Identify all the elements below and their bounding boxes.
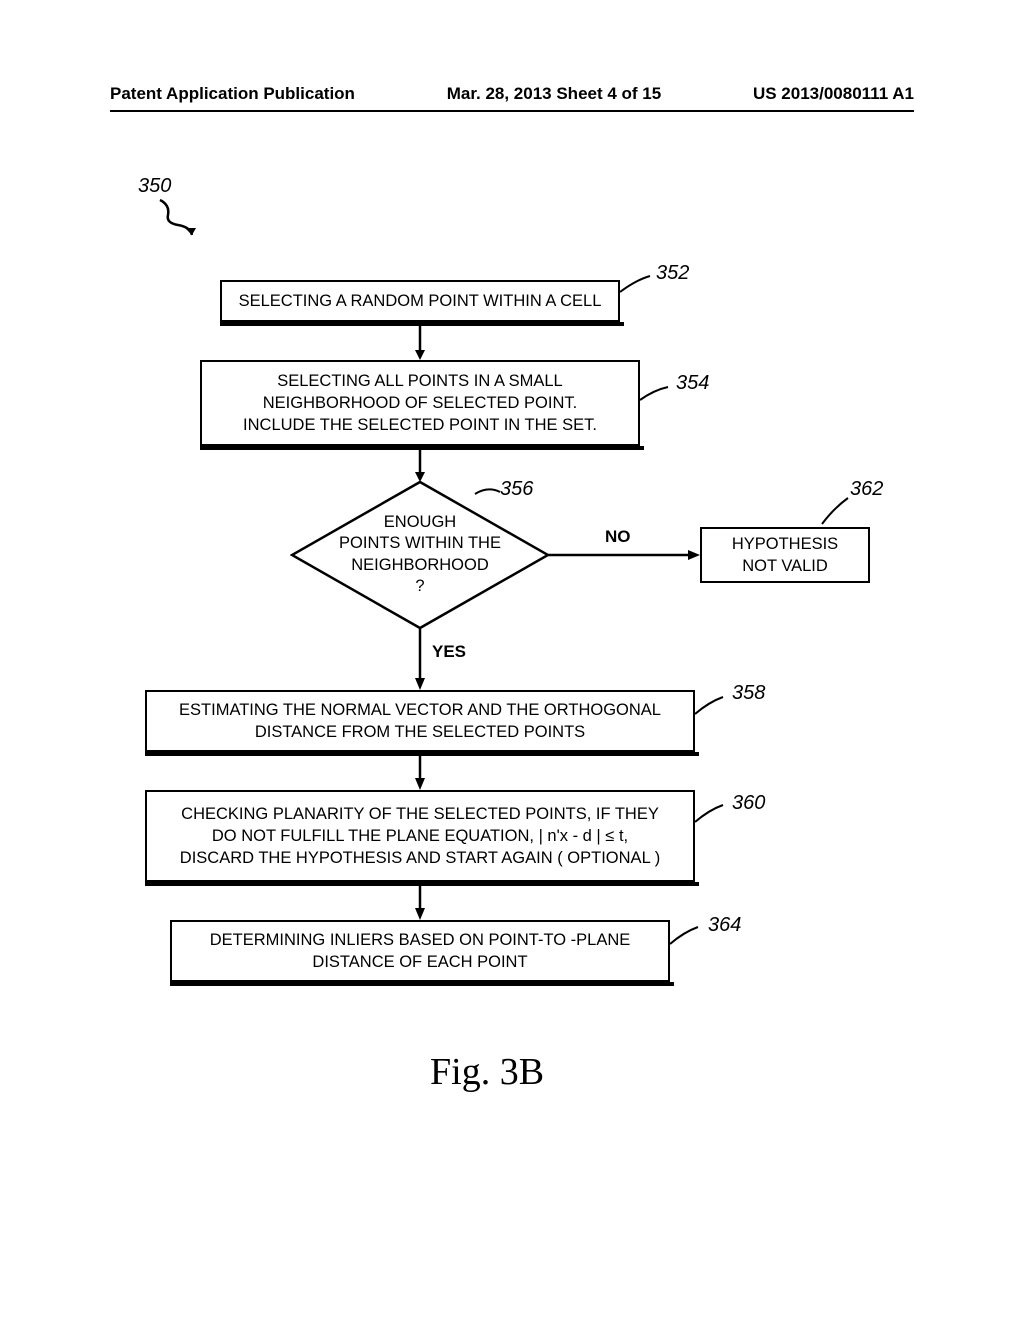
label-yes: YES [432, 642, 466, 662]
header-left: Patent Application Publication [110, 84, 355, 104]
box-364: DETERMINING INLIERS BASED ON POINT-TO -P… [170, 920, 670, 982]
arrow-354-356 [415, 446, 425, 484]
diamond-356: ENOUGH POINTS WITHIN THE NEIGHBORHOOD ? [290, 480, 550, 630]
ref-356: 356 [500, 478, 533, 501]
arrow-356-358 [415, 628, 425, 692]
leader-358 [693, 692, 735, 718]
shadow-364 [170, 982, 674, 986]
box-352-text: SELECTING A RANDOM POINT WITHIN A CELL [239, 290, 602, 312]
diamond-356-text: ENOUGH POINTS WITHIN THE NEIGHBORHOOD ? [290, 512, 550, 598]
label-no: NO [605, 527, 631, 547]
ref-352: 352 [656, 262, 689, 285]
box-354-text: SELECTING ALL POINTS IN A SMALL NEIGHBOR… [243, 370, 597, 437]
ref-360: 360 [732, 792, 765, 815]
patent-page: Patent Application Publication Mar. 28, … [0, 0, 1024, 1320]
ref-350-leader [150, 195, 210, 245]
arrow-352-354 [415, 322, 425, 362]
ref-362: 362 [850, 478, 883, 501]
box-362: HYPOTHESIS NOT VALID [700, 527, 870, 583]
arrow-356-362 [548, 550, 703, 560]
leader-360 [693, 800, 735, 826]
ref-358: 358 [732, 682, 765, 705]
figure-caption: Fig. 3B [430, 1050, 544, 1094]
box-362-text: HYPOTHESIS NOT VALID [732, 533, 838, 578]
box-358: ESTIMATING THE NORMAL VECTOR AND THE ORT… [145, 690, 695, 752]
arrow-360-364 [415, 882, 425, 922]
leader-354 [638, 382, 680, 408]
box-352: SELECTING A RANDOM POINT WITHIN A CELL [220, 280, 620, 322]
box-360: CHECKING PLANARITY OF THE SELECTED POINT… [145, 790, 695, 882]
ref-364: 364 [708, 914, 741, 937]
ref-354: 354 [676, 372, 709, 395]
header-center: Mar. 28, 2013 Sheet 4 of 15 [447, 84, 662, 104]
leader-364 [668, 922, 710, 948]
box-354: SELECTING ALL POINTS IN A SMALL NEIGHBOR… [200, 360, 640, 446]
box-360-text: CHECKING PLANARITY OF THE SELECTED POINT… [180, 803, 660, 870]
arrow-358-360 [415, 752, 425, 792]
page-header: Patent Application Publication Mar. 28, … [110, 84, 914, 112]
header-right: US 2013/0080111 A1 [753, 84, 914, 104]
box-358-text: ESTIMATING THE NORMAL VECTOR AND THE ORT… [179, 699, 661, 744]
box-364-text: DETERMINING INLIERS BASED ON POINT-TO -P… [210, 929, 631, 974]
